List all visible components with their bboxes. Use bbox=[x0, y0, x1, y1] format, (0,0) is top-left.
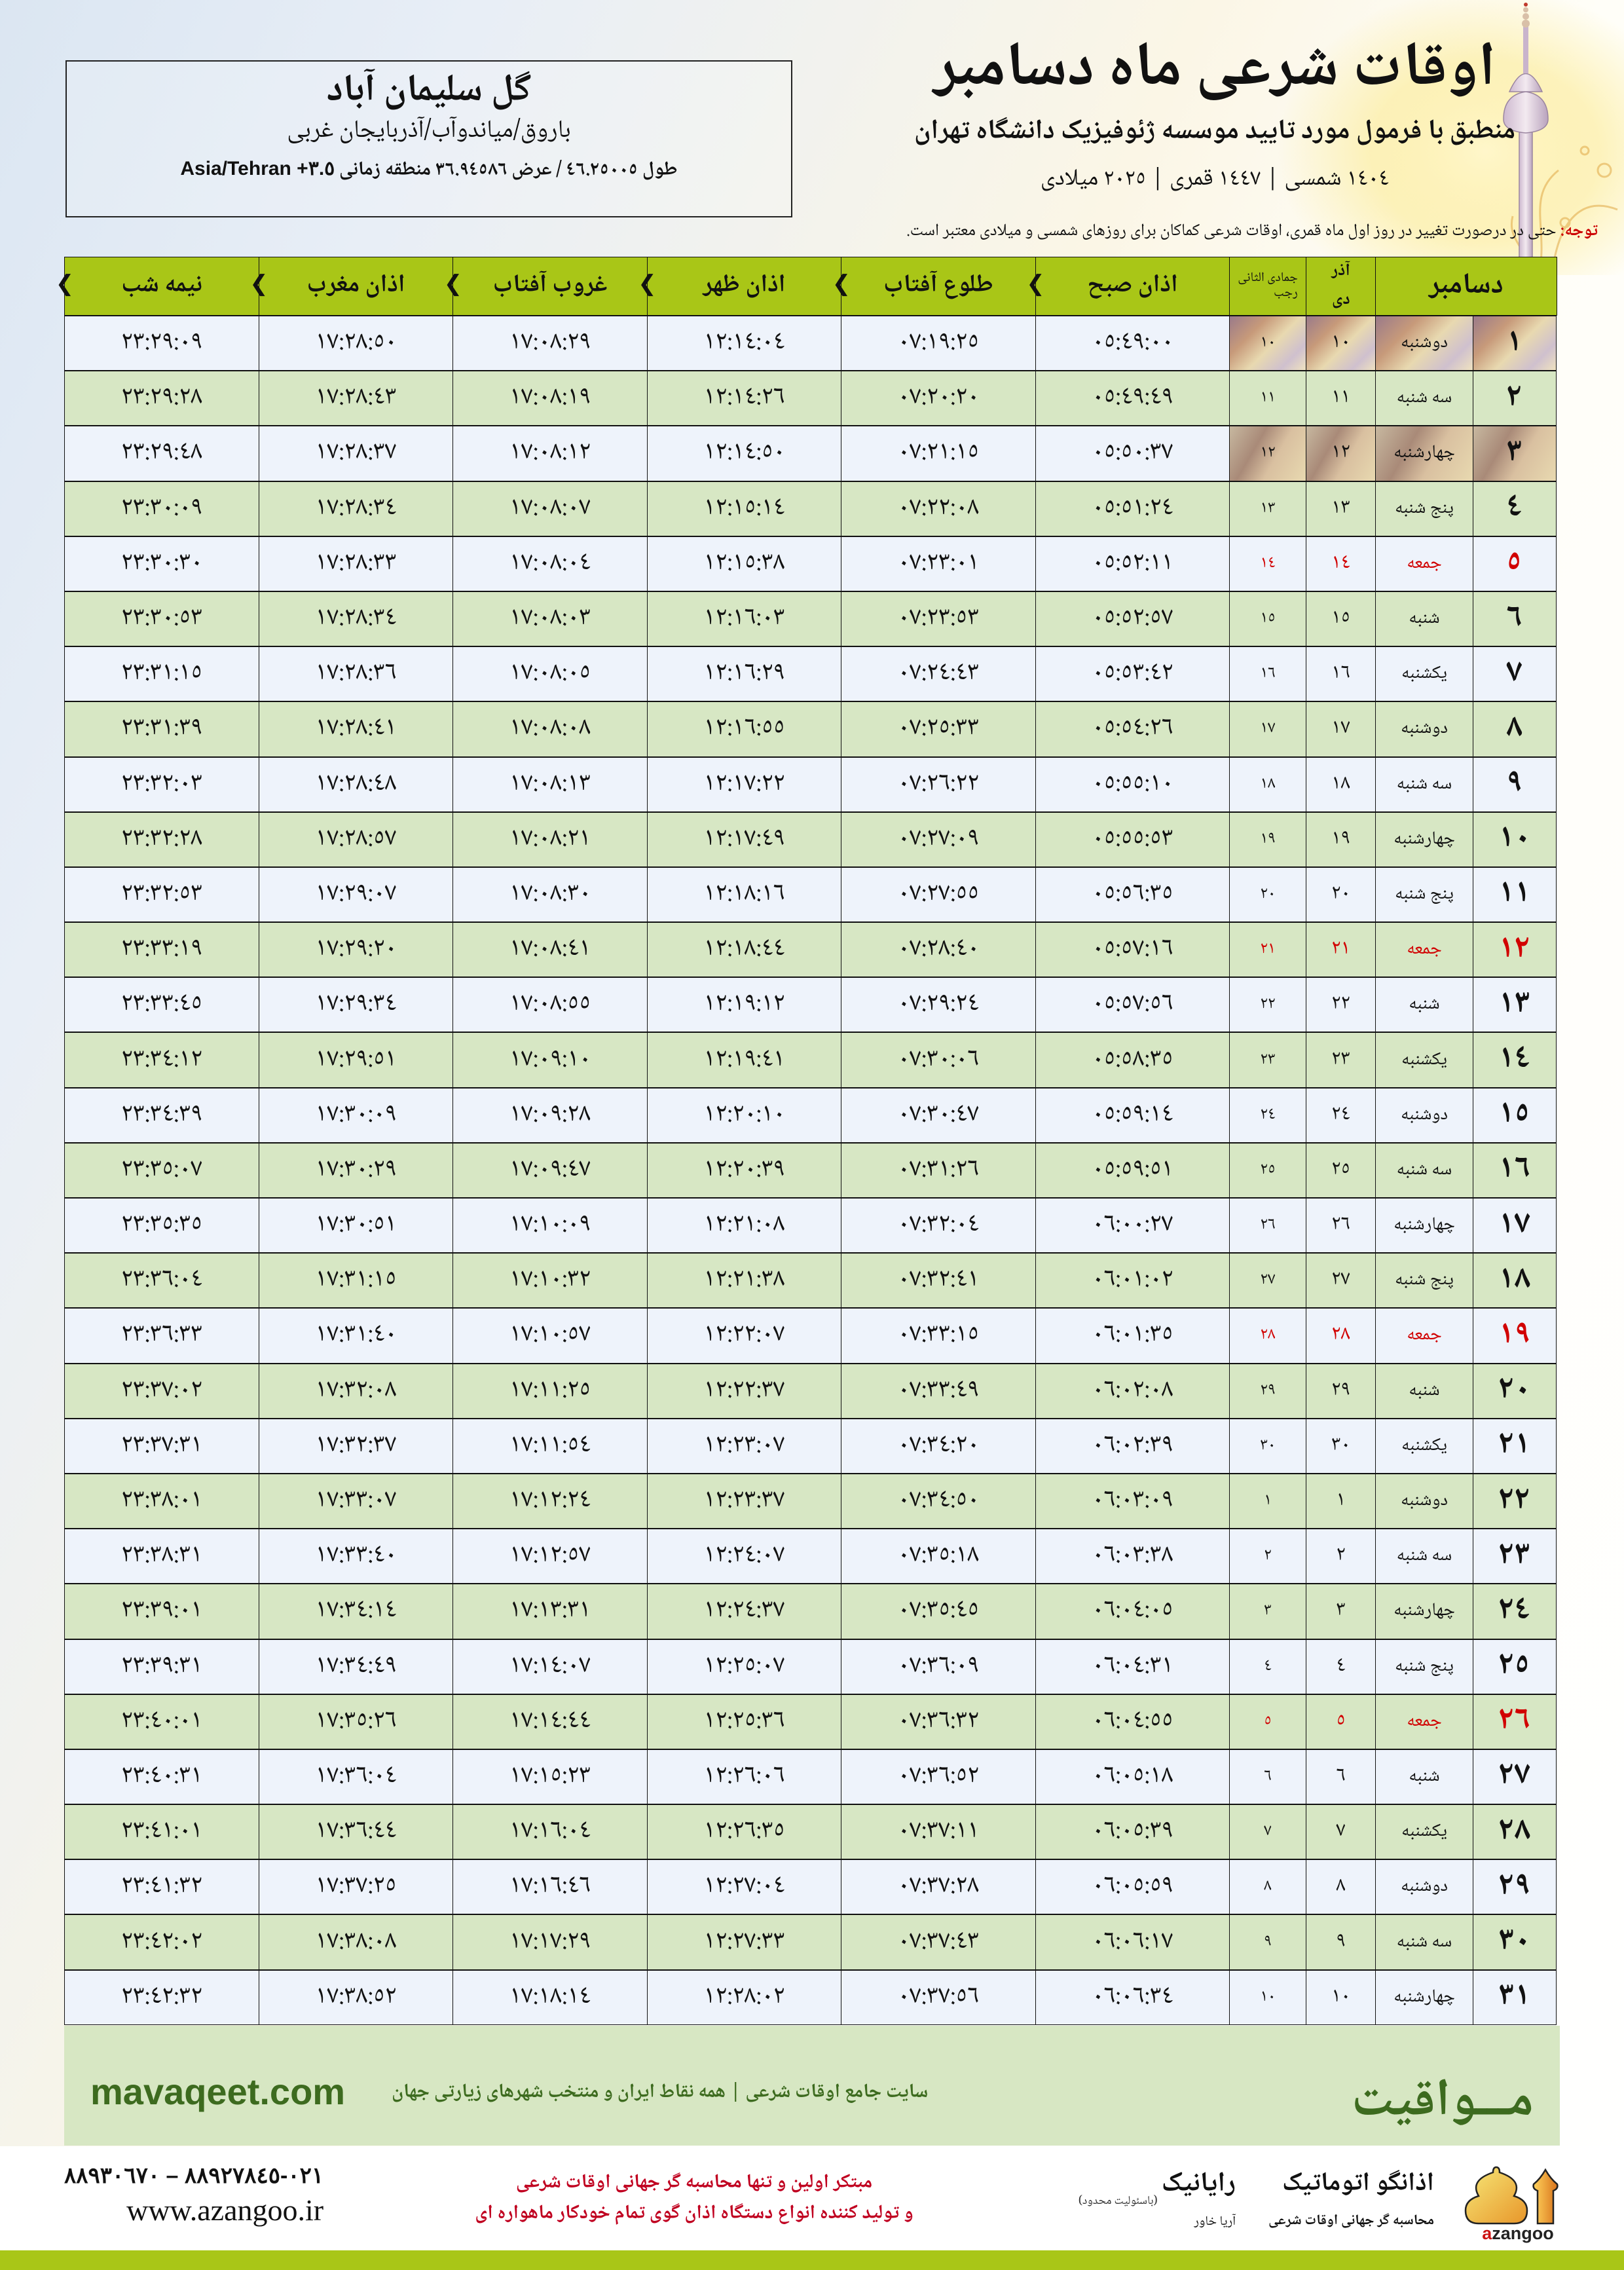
svg-text:azangoo: azangoo bbox=[1482, 2223, 1554, 2243]
